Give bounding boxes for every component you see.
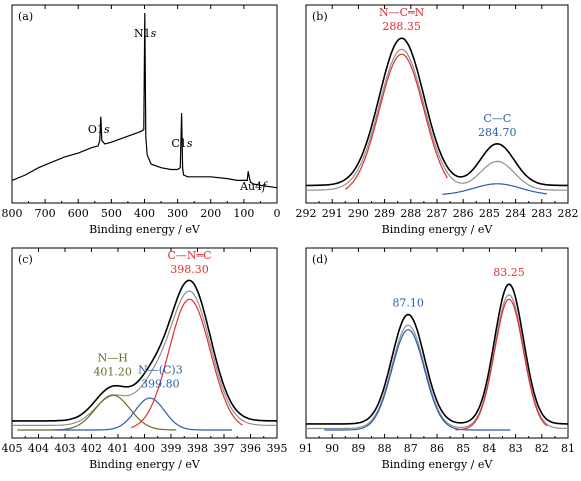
panel-label: (b) [312,10,328,23]
x-tick-label: 100 [233,207,254,220]
x-tick-label: 284 [505,207,526,220]
x-tick-label: 404 [28,442,49,455]
peak-label: O1s [88,123,110,136]
peak-energy-label: 87.10 [392,296,424,309]
peak-label: N1s [134,27,157,40]
series-line-87-10-fit [324,329,511,431]
peak-label: Au4f [239,180,268,193]
series-line-background [306,48,568,191]
x-axis-title: Binding energy / eV [89,223,201,236]
series-line-background [12,290,277,426]
peak-assignment-label: N—(C)3 [138,364,183,377]
x-axis-title: Binding energy / eV [89,458,201,471]
x-tick-label: 287 [427,207,448,220]
x-tick-label: 291 [322,207,343,220]
series-line-background [306,294,568,430]
x-tick-label: 0 [274,207,281,220]
panel-label: (c) [18,253,33,266]
series-line-c-c-fit [442,183,548,195]
x-tick-label: 83 [509,442,523,455]
x-tick-label: 398 [187,442,208,455]
x-tick-label: 85 [456,442,470,455]
x-tick-label: 81 [561,442,575,455]
peak-energy-label: 83.25 [493,266,525,279]
series-line-envelope [306,37,568,187]
series-line-envelope [12,279,277,422]
x-tick-label: 86 [430,442,444,455]
x-tick-label: 400 [134,442,155,455]
peak-assignment-label: N—H [98,351,128,364]
panel-d: (d) 91 90 89 88 87 86 85 84 83 82 81 Binding energy … [299,247,575,471]
x-tick-label: 402 [81,442,102,455]
x-tick-label: 288 [400,207,421,220]
x-tick-label: 283 [531,207,552,220]
peak-energy-label: 284.70 [478,126,517,139]
series-line-c-n-c-fit [131,298,243,429]
x-tick-label: 399 [161,442,182,455]
plot-frame [305,4,569,204]
survey-spectrum-line [11,12,278,189]
x-tick-label: 403 [55,442,76,455]
x-tick-label: 282 [558,207,579,220]
x-tick-label: 290 [348,207,369,220]
x-tick-label: 91 [299,442,313,455]
x-tick-label: 396 [240,442,261,455]
peak-label: C1s [171,137,192,150]
peak-energy-label: 398.30 [170,263,209,276]
peak-assignment-label: N—C═N [379,6,425,19]
panel-c: (c) 405 404 403 402 401 400 399 398 397 396 395 Bind… [2,247,288,471]
x-tick-label: 395 [267,442,288,455]
x-tick-label: 300 [167,207,188,220]
panel-b: (b) 292 291 290 289 288 287 286 285 284 283 282 Bind… [296,4,579,236]
x-tick-label: 89 [351,442,365,455]
x-tick-label: 405 [2,442,23,455]
x-tick-label: 800 [2,207,23,220]
x-tick-label: 500 [101,207,122,220]
x-tick-label: 397 [214,442,235,455]
x-tick-label: 401 [108,442,129,455]
peak-assignment-label: C—C [483,112,511,125]
panel-a: (a) 800 700 600 500 400 300 200 100 0 Binding ener… [2,4,281,236]
x-tick-label: 87 [404,442,418,455]
x-tick-label: 84 [482,442,496,455]
series-line-n-c-n-fit [344,53,448,190]
x-tick-label: 200 [200,207,221,220]
x-tick-label: 700 [35,207,56,220]
x-tick-label: 600 [68,207,89,220]
x-tick-label: 88 [378,442,392,455]
series-line-n-h-fit [17,394,177,431]
x-tick-label: 285 [479,207,500,220]
x-tick-label: 82 [535,442,549,455]
x-axis-title: Binding energy / eV [382,223,494,236]
panel-label: (d) [312,253,328,266]
x-axis-title: Binding energy / eV [382,458,494,471]
panel-label: (a) [18,10,33,23]
peak-assignment-label: C—N═C [168,249,212,262]
x-tick-label: 292 [296,207,317,220]
plot-frame [11,247,278,439]
series-line-83-25-fit [455,298,548,431]
x-tick-label: 400 [134,207,155,220]
peak-energy-label: 288.35 [382,20,421,33]
x-tick-label: 90 [325,442,339,455]
x-tick-label: 286 [453,207,474,220]
peak-energy-label: 399.80 [141,378,180,391]
series-line-envelope [306,283,568,425]
peak-energy-label: 401.20 [93,365,132,378]
x-tick-label: 289 [374,207,395,220]
series-line-n-c-3-fit [51,397,232,431]
